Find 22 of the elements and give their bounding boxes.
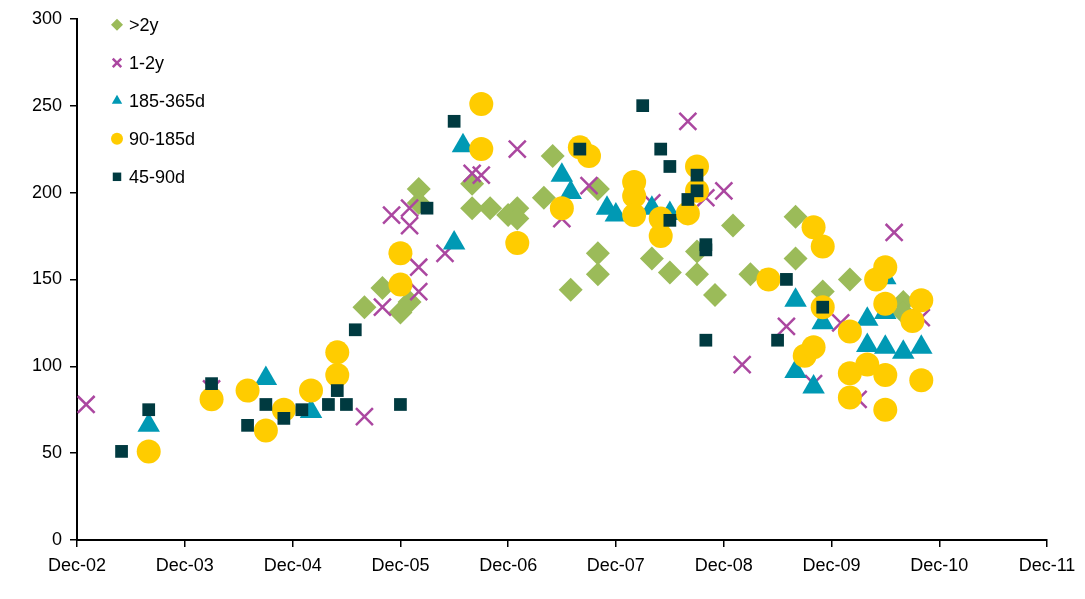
x-tick-label: Dec-03: [155, 554, 214, 575]
y-tick-label: 300: [31, 7, 62, 28]
legend-label: 45-90d: [129, 166, 186, 187]
x-tick-label: Dec-09: [802, 554, 861, 575]
y-tick-label: 100: [31, 355, 62, 376]
y-tick-label: 200: [31, 181, 62, 202]
x-tick-label: Dec-11: [1018, 554, 1076, 575]
x-tick-label: Dec-05: [371, 554, 430, 575]
y-tick-label: 0: [51, 528, 62, 549]
x-tick-label: Dec-08: [694, 554, 753, 575]
legend-label: 185-365d: [129, 90, 206, 111]
x-tick-label: Dec-02: [47, 554, 107, 575]
x-tick-label: Dec-07: [586, 554, 645, 575]
y-tick-label: 50: [41, 442, 62, 463]
y-tick-label: 150: [31, 268, 62, 289]
legend-label: >2y: [129, 14, 159, 35]
y-tick-label: 250: [31, 94, 62, 115]
legend-label: 90-185d: [129, 128, 196, 149]
x-tick-label: Dec-06: [479, 554, 538, 575]
x-tick-label: Dec-04: [263, 554, 322, 575]
x-tick-label: Dec-10: [910, 554, 969, 575]
legend-label: 1-2y: [129, 52, 165, 73]
